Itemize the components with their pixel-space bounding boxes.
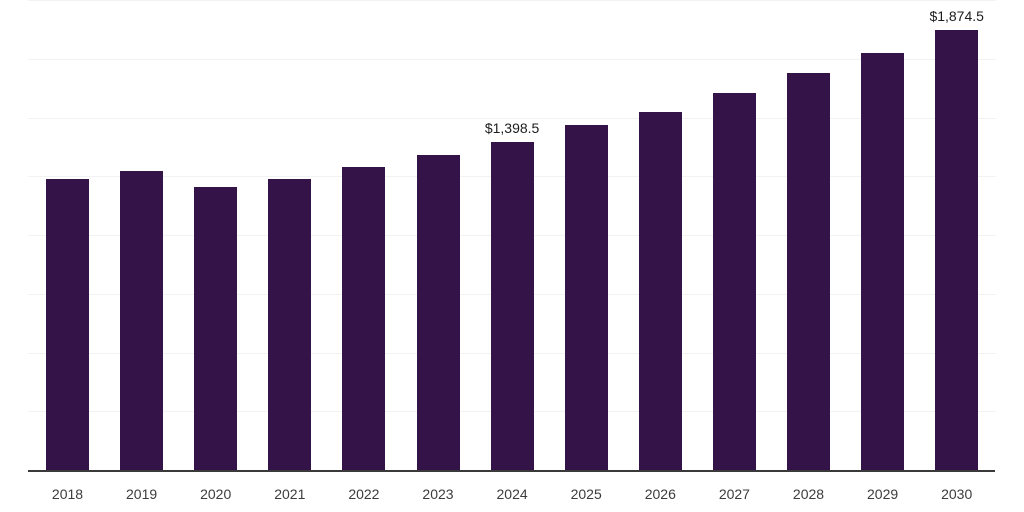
gridline bbox=[28, 58, 996, 60]
bar-2028[interactable] bbox=[787, 72, 830, 470]
gridline bbox=[28, 0, 996, 2]
gridline bbox=[28, 117, 996, 119]
bar-2019[interactable] bbox=[120, 170, 164, 470]
bar-2021[interactable] bbox=[268, 178, 312, 470]
plot-area: $1,398.5 $1,874.5 bbox=[28, 0, 996, 472]
x-tick-label-2025: 2025 bbox=[570, 486, 602, 502]
bar-2030[interactable] bbox=[935, 29, 979, 470]
x-tick-label-2028: 2028 bbox=[792, 486, 825, 502]
x-tick-label-2024: 2024 bbox=[496, 486, 528, 502]
bar-2027[interactable] bbox=[712, 92, 756, 470]
bar-2029[interactable] bbox=[861, 52, 905, 470]
bar-2022[interactable] bbox=[342, 167, 386, 470]
x-axis-line bbox=[28, 470, 995, 472]
x-axis: 2018 2019 2020 2021 2022 2023 2024 2025 2026 2027… bbox=[0, 472, 1024, 512]
bar-2024[interactable] bbox=[490, 141, 534, 470]
x-tick-label-2026: 2026 bbox=[644, 486, 676, 502]
x-tick-label-2021: 2021 bbox=[274, 486, 306, 502]
x-tick-label-2030: 2030 bbox=[941, 486, 973, 502]
bar-2025[interactable] bbox=[564, 124, 608, 470]
x-tick-label-2022: 2022 bbox=[348, 486, 380, 502]
bar-2026[interactable] bbox=[638, 111, 682, 470]
x-tick-label-2027: 2027 bbox=[718, 486, 750, 502]
x-tick-label-2023: 2023 bbox=[422, 486, 454, 502]
x-tick-label-2019: 2019 bbox=[126, 486, 158, 502]
bar-2018[interactable] bbox=[46, 179, 89, 470]
bar-value-label-2030: $1,874.5 bbox=[929, 7, 984, 24]
bar-2020[interactable] bbox=[194, 187, 238, 470]
x-tick-label-2020: 2020 bbox=[200, 486, 232, 502]
bar-2023[interactable] bbox=[416, 154, 460, 470]
x-tick-label-2029: 2029 bbox=[867, 486, 899, 502]
x-tick-label-2018: 2018 bbox=[51, 486, 84, 502]
bar-value-label-2024: $1,398.5 bbox=[484, 119, 540, 136]
